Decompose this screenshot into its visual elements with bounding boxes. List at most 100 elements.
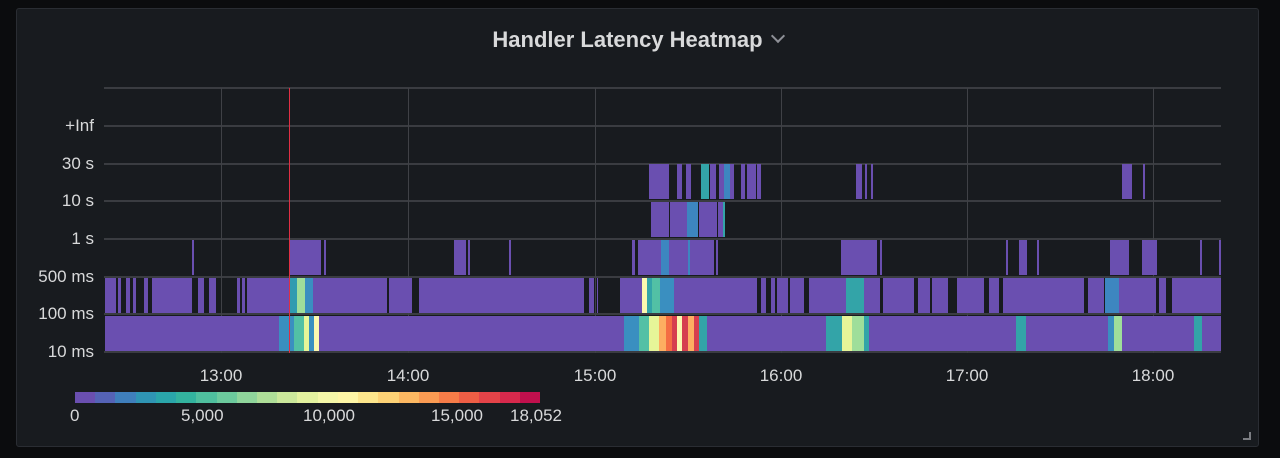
heatmap-cell[interactable] — [694, 278, 757, 313]
heatmap-cell[interactable] — [852, 316, 864, 351]
annotation-marker[interactable] — [289, 88, 290, 353]
heatmap-cell[interactable] — [324, 240, 326, 275]
heatmap-cell[interactable] — [652, 278, 660, 313]
heatmap-cell[interactable] — [670, 202, 687, 237]
heatmap-cell[interactable] — [304, 316, 309, 351]
heatmap-cell[interactable] — [247, 278, 289, 313]
heatmap-cell[interactable] — [1200, 240, 1202, 275]
heatmap-cell[interactable] — [389, 278, 412, 313]
heatmap-cell[interactable] — [144, 278, 148, 313]
heatmap-cell[interactable] — [856, 164, 862, 199]
heatmap-cell[interactable] — [126, 278, 130, 313]
heatmap-cell[interactable] — [1202, 316, 1221, 351]
heatmap-cell[interactable] — [865, 164, 867, 199]
heatmap-cell[interactable] — [842, 316, 852, 351]
heatmap-cell[interactable] — [688, 240, 690, 275]
heatmap-cell[interactable] — [747, 164, 756, 199]
heatmap-cell[interactable] — [771, 278, 775, 313]
heatmap-cell[interactable] — [989, 278, 999, 313]
heatmap-row-500ms[interactable] — [104, 278, 1221, 313]
heatmap-cell[interactable] — [1105, 278, 1119, 313]
heatmap-cell[interactable] — [209, 278, 216, 313]
heatmap-cell[interactable] — [1172, 278, 1221, 313]
heatmap-cell[interactable] — [290, 240, 321, 275]
heatmap-cell[interactable] — [1006, 240, 1008, 275]
heatmap-cell[interactable] — [1026, 316, 1108, 351]
heatmap-cell[interactable] — [707, 316, 826, 351]
heatmap-cell[interactable] — [105, 278, 116, 313]
heatmap-cell[interactable] — [1119, 278, 1156, 313]
heatmap-cell[interactable] — [1088, 278, 1104, 313]
heatmap-cell[interactable] — [1159, 278, 1166, 313]
heatmap-cell[interactable] — [294, 316, 304, 351]
heatmap-cell[interactable] — [846, 278, 864, 313]
heatmap-cell[interactable] — [730, 164, 734, 199]
heatmap-cell[interactable] — [1122, 164, 1132, 199]
panel-header[interactable]: Handler Latency Heatmap — [17, 27, 1258, 53]
heatmap-cell[interactable] — [880, 240, 882, 275]
heatmap-cell[interactable] — [690, 240, 714, 275]
heatmap-cell[interactable] — [509, 240, 511, 275]
heatmap-cell[interactable] — [1108, 316, 1114, 351]
heatmap-cell[interactable] — [309, 316, 314, 351]
heatmap-cell[interactable] — [883, 278, 914, 313]
heatmap-cell[interactable] — [809, 278, 846, 313]
heatmap-cell[interactable] — [192, 240, 194, 275]
heatmap-cell[interactable] — [639, 316, 649, 351]
heatmap-cell[interactable] — [305, 278, 313, 313]
heatmap-cell[interactable] — [1194, 316, 1202, 351]
heatmap-cell[interactable] — [677, 316, 682, 351]
heatmap-cell[interactable] — [699, 316, 707, 351]
panel-title[interactable]: Handler Latency Heatmap — [492, 27, 763, 52]
heatmap-cell[interactable] — [841, 240, 877, 275]
heatmap-cell[interactable] — [694, 316, 699, 351]
heatmap-cell[interactable] — [666, 316, 672, 351]
heatmap-cell[interactable] — [647, 278, 652, 313]
heatmap-cell[interactable] — [279, 316, 294, 351]
heatmap-cell[interactable] — [597, 278, 598, 313]
heatmap-cell[interactable] — [871, 164, 873, 199]
heatmap-cell[interactable] — [777, 278, 788, 313]
heatmap-cell[interactable] — [289, 278, 297, 313]
heatmap-cell[interactable] — [319, 316, 624, 351]
heatmap-cell[interactable] — [651, 202, 669, 237]
heatmap-cell[interactable] — [701, 164, 709, 199]
heatmap-cell[interactable] — [1019, 240, 1027, 275]
heatmap-cell[interactable] — [1142, 240, 1157, 275]
heatmap-cell[interactable] — [932, 278, 948, 313]
heatmap-cell[interactable] — [468, 240, 470, 275]
heatmap-cell[interactable] — [1143, 164, 1145, 199]
heatmap-cell[interactable] — [1219, 240, 1221, 275]
heatmap-cell[interactable] — [242, 278, 245, 313]
heatmap-cell[interactable] — [757, 164, 761, 199]
heatmap-cell[interactable] — [674, 278, 694, 313]
heatmap-cell[interactable] — [1122, 316, 1194, 351]
heatmap-cell[interactable] — [790, 278, 804, 313]
chevron-down-icon[interactable] — [770, 28, 785, 44]
heatmap-cell[interactable] — [719, 164, 724, 199]
heatmap-row-30s[interactable] — [104, 164, 1221, 199]
heatmap-cell[interactable] — [314, 316, 319, 351]
heatmap-cell[interactable] — [133, 278, 136, 313]
heatmap-cell[interactable] — [918, 278, 930, 313]
heatmap-cell[interactable] — [624, 316, 639, 351]
heatmap-cell[interactable] — [659, 316, 666, 351]
heatmap-cell[interactable] — [642, 278, 647, 313]
heatmap-plot-area[interactable] — [104, 87, 1221, 353]
heatmap-cell[interactable] — [864, 278, 880, 313]
heatmap-cell[interactable] — [741, 164, 745, 199]
heatmap-cell[interactable] — [313, 278, 387, 313]
heatmap-row-10s[interactable] — [104, 202, 1221, 237]
heatmap-cell[interactable] — [723, 202, 725, 237]
resize-handle-icon[interactable] — [1243, 432, 1251, 440]
heatmap-cell[interactable] — [237, 278, 240, 313]
heatmap-cell[interactable] — [699, 202, 717, 237]
heatmap-cell[interactable] — [649, 316, 659, 351]
heatmap-cell[interactable] — [677, 164, 682, 199]
heatmap-cell[interactable] — [620, 278, 642, 313]
heatmap-cell[interactable] — [864, 316, 869, 351]
heatmap-cell[interactable] — [957, 278, 984, 313]
heatmap-cell[interactable] — [682, 316, 688, 351]
heatmap-cell[interactable] — [589, 278, 594, 313]
heatmap-cell[interactable] — [686, 164, 691, 199]
